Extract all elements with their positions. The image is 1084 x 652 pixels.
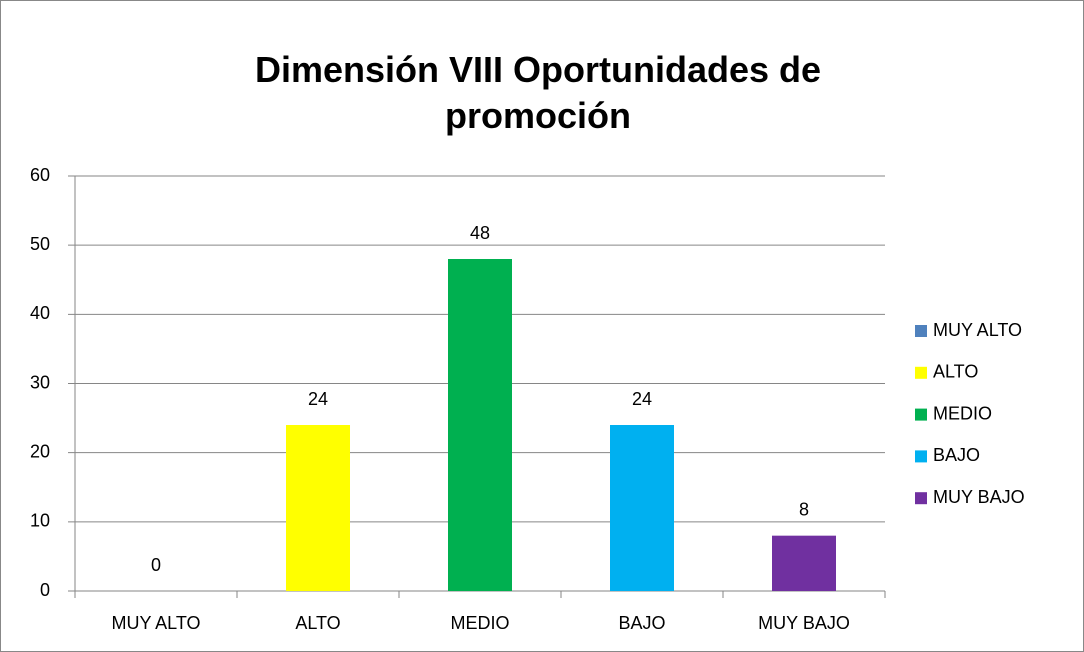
legend-swatch: [915, 450, 927, 463]
y-tick-label: 20: [30, 441, 50, 461]
legend-swatch: [915, 366, 927, 379]
data-label: 24: [632, 389, 652, 409]
data-label: 0: [151, 555, 161, 575]
y-tick-label: 10: [30, 511, 50, 531]
y-tick-label: 50: [30, 234, 50, 254]
chart-title: Dimensión VIII Oportunidades de promoció…: [254, 49, 822, 136]
y-tick-label: 60: [30, 165, 50, 185]
x-tick-label: MEDIO: [450, 613, 509, 633]
bar: [448, 259, 512, 591]
legend-swatch: [915, 492, 927, 505]
legend-swatch: [915, 325, 927, 337]
data-label: 24: [308, 389, 328, 409]
legend-label: BAJO: [933, 445, 980, 465]
x-tick-label: BAJO: [618, 613, 665, 633]
legend-label: MEDIO: [933, 403, 992, 423]
legend-label: MUY BAJO: [933, 487, 1025, 507]
bar: [610, 425, 674, 591]
y-tick-label: 40: [30, 303, 50, 323]
data-label: 8: [799, 499, 809, 519]
bar: [286, 425, 350, 591]
y-tick-label: 0: [40, 580, 50, 600]
bar: [772, 535, 836, 591]
legend-label: ALTO: [933, 362, 978, 382]
legend-label: MUY ALTO: [933, 320, 1022, 340]
legend-swatch: [915, 408, 927, 421]
x-tick-label: ALTO: [295, 613, 340, 633]
x-tick-label: MUY BAJO: [758, 613, 850, 633]
data-label: 48: [470, 223, 490, 243]
y-tick-label: 30: [30, 372, 50, 392]
x-tick-label: MUY ALTO: [111, 613, 200, 633]
